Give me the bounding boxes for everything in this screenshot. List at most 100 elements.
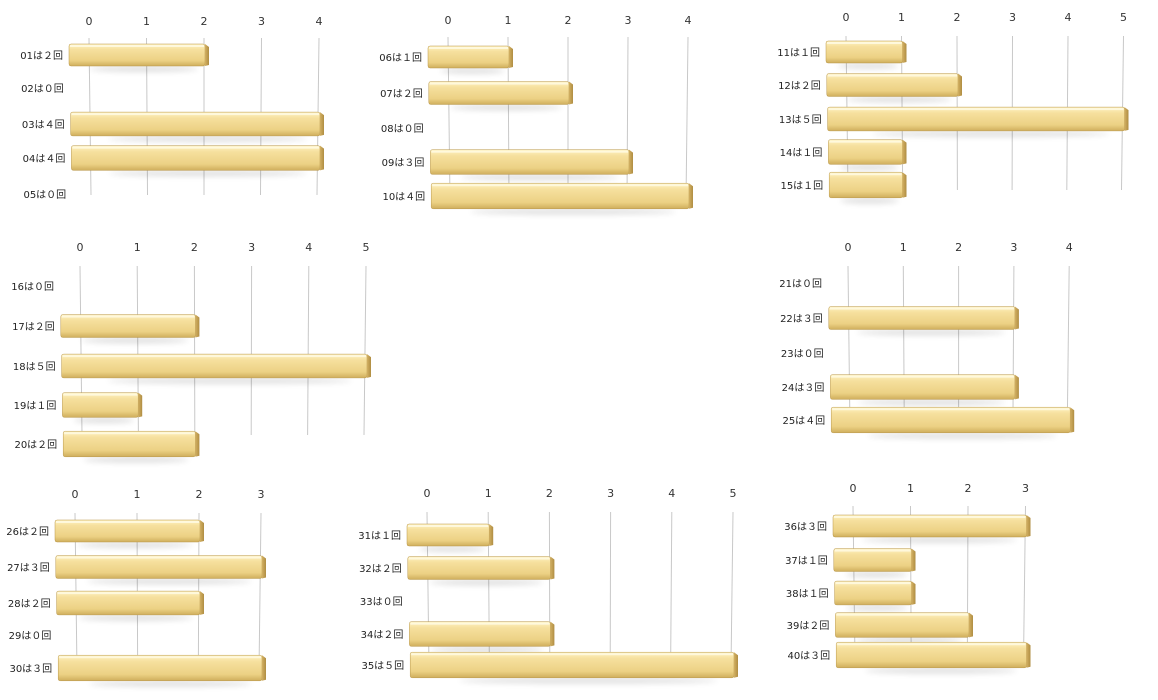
x-tick-label: 0 bbox=[424, 487, 431, 500]
category-label: 17は２回 bbox=[12, 321, 55, 333]
gridline bbox=[847, 265, 851, 431]
category-label: 32は２回 bbox=[359, 563, 402, 575]
bar-end-cap bbox=[200, 520, 204, 542]
category-label: 08は０回 bbox=[381, 123, 424, 135]
bar-shadow bbox=[846, 604, 908, 611]
category-label: 02は０回 bbox=[21, 83, 64, 95]
bar-end-cap bbox=[509, 46, 513, 68]
bar-end-cap bbox=[911, 581, 916, 605]
x-tick-label: 0 bbox=[77, 241, 84, 254]
category-label: 20は２回 bbox=[14, 439, 57, 451]
bar-highlight bbox=[835, 582, 911, 585]
chart-2: 0 1 2 3 4 06は１回 07は２回 08は０回 09は３回 10は４回 bbox=[379, 14, 693, 215]
category-label: 28は２回 bbox=[8, 598, 51, 610]
category-label: 38は１回 bbox=[786, 588, 829, 600]
bar-highlight bbox=[834, 549, 911, 552]
bar bbox=[70, 111, 321, 137]
bar bbox=[68, 43, 206, 67]
bar-highlight bbox=[432, 184, 688, 187]
x-tick-label: 2 bbox=[191, 241, 198, 254]
category-label: 35は５回 bbox=[361, 660, 404, 672]
bar-shadow bbox=[867, 432, 1059, 439]
x-tick-label: 3 bbox=[1009, 11, 1016, 24]
category-label: 06は１回 bbox=[379, 52, 422, 64]
category-label: 11は１回 bbox=[777, 47, 820, 59]
bar bbox=[406, 523, 490, 547]
category-label: 26は２回 bbox=[6, 526, 49, 538]
bar bbox=[835, 641, 1027, 669]
chart-6: 0 1 2 3 26は２回 27は３回 28は２回 29は０回 30は３回 bbox=[6, 488, 266, 687]
bar-end-cap bbox=[911, 548, 916, 572]
bar-shadow bbox=[107, 377, 352, 384]
bar-highlight bbox=[827, 42, 902, 44]
bar-shadow bbox=[78, 614, 193, 621]
x-tick-label: 0 bbox=[843, 11, 850, 24]
category-label: 16は０回 bbox=[11, 281, 54, 293]
bar-shadow bbox=[108, 135, 308, 142]
bar bbox=[71, 145, 321, 171]
bar bbox=[835, 612, 970, 638]
x-tick-label: 4 bbox=[305, 241, 312, 254]
bar-shadow bbox=[837, 63, 899, 69]
bar-highlight bbox=[429, 47, 508, 49]
bar-shadow bbox=[864, 667, 1017, 674]
x-tick-label: 1 bbox=[485, 487, 492, 500]
bar bbox=[833, 548, 912, 572]
category-label: 37は１回 bbox=[785, 555, 828, 567]
category-label: 27は３回 bbox=[7, 562, 50, 574]
bar-highlight bbox=[408, 525, 489, 527]
bar-highlight bbox=[56, 556, 261, 559]
x-tick-label: 2 bbox=[201, 15, 208, 28]
bar-shadow bbox=[440, 68, 505, 74]
bar-end-cap bbox=[1124, 107, 1129, 131]
bar bbox=[55, 555, 263, 579]
x-tick-label: 2 bbox=[955, 241, 962, 254]
bar-shadow bbox=[83, 456, 189, 463]
bar-highlight bbox=[429, 82, 568, 85]
x-tick-label: 0 bbox=[86, 15, 93, 28]
category-label: 14は１回 bbox=[780, 147, 823, 159]
bar-shadow bbox=[845, 571, 908, 578]
category-label: 03は４回 bbox=[22, 119, 65, 131]
bar-highlight bbox=[59, 656, 262, 659]
x-tick-label: 3 bbox=[258, 15, 265, 28]
x-tick-label: 2 bbox=[196, 488, 203, 501]
category-label: 09は３回 bbox=[382, 157, 425, 169]
bar-highlight bbox=[832, 408, 1070, 411]
x-tick-label: 5 bbox=[363, 241, 370, 254]
gridline bbox=[307, 265, 310, 436]
chart-7: 0 1 2 3 4 5 31は１回 32は２回 33は０回 34は２回 35は５回 bbox=[358, 487, 738, 684]
category-label: 01は２回 bbox=[20, 50, 63, 62]
bar-highlight bbox=[57, 592, 199, 595]
category-label: 18は５回 bbox=[13, 361, 56, 373]
bar-end-cap bbox=[195, 314, 200, 338]
x-tick-label: 2 bbox=[954, 11, 961, 24]
x-tick-label: 3 bbox=[1022, 482, 1029, 495]
bar-shadow bbox=[76, 542, 193, 548]
category-label: 39は２回 bbox=[787, 620, 830, 632]
bar-end-cap bbox=[262, 655, 266, 681]
category-label: 36は３回 bbox=[784, 521, 827, 533]
bar-shadow bbox=[89, 66, 199, 72]
bar-highlight bbox=[71, 113, 319, 116]
x-tick-label: 3 bbox=[625, 14, 632, 27]
bar bbox=[409, 621, 551, 647]
bar-shadow bbox=[460, 174, 620, 181]
bar bbox=[60, 314, 196, 338]
bar-end-cap bbox=[689, 183, 693, 209]
bar-shadow bbox=[856, 329, 1006, 336]
x-tick-label: 0 bbox=[845, 241, 852, 254]
bar-end-cap bbox=[367, 354, 371, 378]
bar bbox=[409, 651, 735, 679]
bar-end-cap bbox=[205, 44, 209, 66]
bar bbox=[834, 580, 912, 606]
x-tick-label: 0 bbox=[850, 482, 857, 495]
bar-shadow bbox=[430, 646, 544, 653]
bar bbox=[57, 654, 263, 682]
x-tick-label: 2 bbox=[546, 487, 553, 500]
bar-shadow bbox=[872, 130, 1110, 137]
bar-end-cap bbox=[320, 145, 324, 171]
bar-end-cap bbox=[569, 81, 573, 105]
x-tick-label: 1 bbox=[898, 11, 905, 24]
bar-end-cap bbox=[489, 524, 494, 546]
